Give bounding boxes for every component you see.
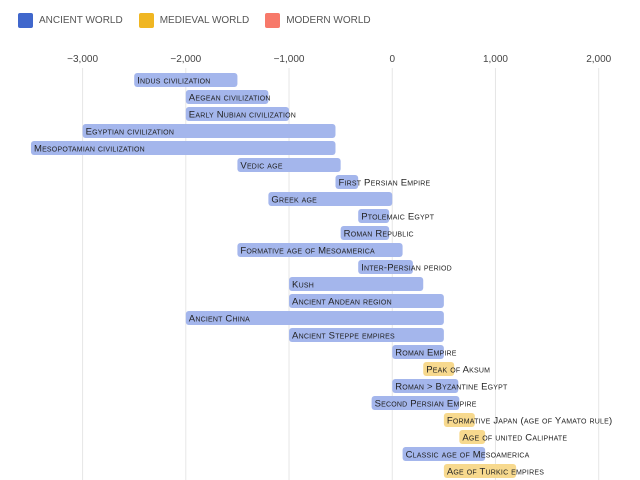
x-tick-label: −1,000 [274,54,305,65]
timeline-bar[interactable] [443,413,475,427]
bar-label: Ancient Andean region [292,297,392,308]
bar-label: Second Persian Empire [375,399,477,410]
bar-label: Inter-Persian period [361,263,452,274]
timeline-bar[interactable] [289,328,444,342]
bar-label: Vedic age [240,161,282,172]
bar-label: Roman Republic [344,229,414,240]
timeline-bar[interactable] [335,175,359,189]
bar-label: Age of united Caliphate [462,433,567,444]
legend: ANCIENT WORLD MEDIEVAL WORLD MODERN WORL… [18,12,387,28]
x-tick-label: −3,000 [67,54,98,65]
bar-label: Ancient China [189,314,250,325]
bar-label: Formative Japan (age of Yamato rule) [447,416,612,427]
bar-label: Formative age of Mesoamerica [240,246,375,257]
legend-item-modern[interactable]: MODERN WORLD [265,12,371,28]
timeline-bar[interactable] [185,107,290,121]
timeline-bar[interactable] [268,192,393,206]
bar-label: Kush [292,280,314,291]
timeline-bar[interactable] [82,124,336,138]
timeline-bar[interactable] [423,362,455,376]
bar-label: Ancient Steppe empires [292,331,395,342]
bar-label: Aegean civilization [189,93,271,104]
timeline-bar[interactable] [289,277,424,291]
timeline-bar[interactable] [289,294,444,308]
bar-label: Classic age of Mesoamerica [406,450,530,461]
bar-label: Mesopotamian civilization [34,144,145,155]
bar-label: Peak of Aksum [426,365,490,376]
timeline-bar[interactable] [30,141,336,155]
bar-label: Roman Empire [395,348,457,359]
timeline-bar[interactable] [237,243,403,257]
timeline-bar[interactable] [185,311,444,325]
legend-label-ancient: ANCIENT WORLD [39,14,123,26]
legend-swatch-medieval [138,12,154,28]
timeline-bar[interactable] [392,379,459,393]
timeline-bar[interactable] [340,226,390,240]
bar-label: Roman > Byzantine Egypt [395,382,508,393]
timeline-bar[interactable] [371,396,460,410]
timeline-bar[interactable] [459,430,486,444]
legend-item-medieval[interactable]: MEDIEVAL WORLD [138,12,250,28]
bar-label: Indus civilization [137,76,210,87]
x-tick-label: −2,000 [170,54,201,65]
timeline-bar[interactable] [358,209,390,223]
timeline-bar[interactable] [237,158,341,172]
timeline-bar[interactable] [185,90,269,104]
timeline-bar[interactable] [443,464,517,478]
timeline-bar[interactable] [358,260,413,274]
bar-label: First Persian Empire [338,178,430,189]
timeline-bar[interactable] [134,73,238,87]
legend-swatch-ancient [18,12,33,28]
bar-label: Ptolemaic Egypt [361,212,435,223]
timeline-bar[interactable] [392,345,444,359]
bar-label: Egyptian civilization [86,127,175,138]
x-tick-label: 2,000 [586,54,611,65]
bar-label: Greek age [271,195,317,206]
legend-label-medieval: MEDIEVAL WORLD [159,14,250,26]
legend-swatch-modern [265,12,281,28]
bar-label: Age of Turkic empires [447,467,544,478]
legend-label-modern: MODERN WORLD [286,14,371,26]
legend-item-ancient[interactable]: ANCIENT WORLD [18,12,123,28]
timeline-bar[interactable] [402,447,486,461]
x-tick-label: 1,000 [483,54,508,65]
bar-label: Early Nubian civilization [189,110,296,121]
x-tick-label: 0 [389,54,395,65]
